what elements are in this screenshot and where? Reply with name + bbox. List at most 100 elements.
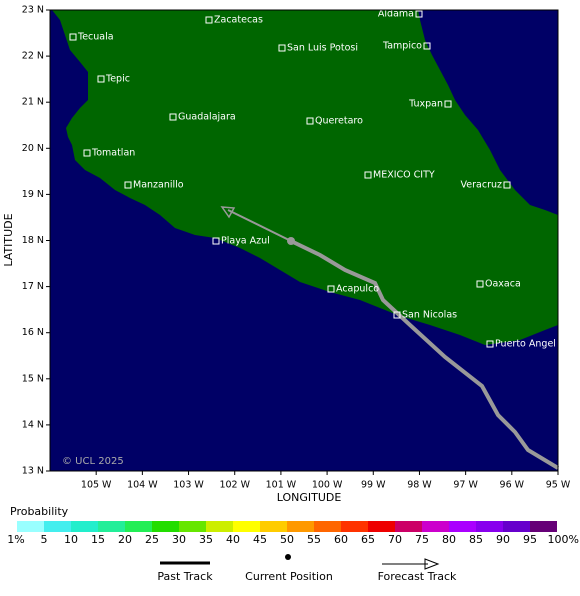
city-marker bbox=[393, 311, 401, 319]
color-label: 55 bbox=[307, 533, 321, 546]
color-bin bbox=[368, 521, 395, 532]
color-bin bbox=[98, 521, 125, 532]
city-label: Tepic bbox=[105, 74, 130, 85]
color-label: 5 bbox=[41, 533, 48, 546]
y-tick-label: 15 N bbox=[22, 373, 44, 384]
y-tick-label: 23 N bbox=[22, 5, 44, 16]
city-marker bbox=[306, 117, 314, 125]
city-label: Tomatlan bbox=[91, 148, 135, 159]
x-tick-label: 103 W bbox=[173, 480, 204, 491]
color-bin bbox=[125, 521, 152, 532]
city-marker bbox=[205, 16, 213, 24]
city-label: Aldama bbox=[378, 9, 414, 20]
city-label: Acapulco bbox=[336, 284, 379, 295]
city-marker bbox=[97, 75, 105, 83]
color-bin bbox=[206, 521, 233, 532]
color-bin bbox=[476, 521, 503, 532]
color-bin bbox=[233, 521, 260, 532]
color-label: 35 bbox=[199, 533, 213, 546]
x-tick-label: 102 W bbox=[219, 480, 250, 491]
color-label: 45 bbox=[253, 533, 267, 546]
city-label: Manzanillo bbox=[133, 180, 184, 191]
land bbox=[52, 10, 558, 345]
x-tick-label: 96 W bbox=[500, 480, 525, 491]
x-tick-label: 98 W bbox=[407, 480, 432, 491]
city-marker bbox=[278, 44, 286, 52]
city-label: Zacatecas bbox=[214, 15, 263, 26]
color-bin bbox=[530, 521, 557, 532]
color-label: 75 bbox=[415, 533, 429, 546]
color-bin bbox=[17, 521, 44, 532]
color-label: 10 bbox=[64, 533, 78, 546]
credit: © UCL 2025 bbox=[62, 456, 124, 467]
y-tick-label: 19 N bbox=[22, 189, 44, 200]
city-marker bbox=[364, 171, 372, 179]
city-label: Tuxpan bbox=[408, 99, 443, 110]
forecast-arrow bbox=[220, 206, 236, 219]
color-label: 20 bbox=[118, 533, 132, 546]
color-label: 70 bbox=[388, 533, 402, 546]
city-marker bbox=[423, 42, 431, 50]
color-bin bbox=[314, 521, 341, 532]
city-marker bbox=[83, 149, 91, 157]
legend-item: Past Track bbox=[157, 570, 213, 583]
color-bin bbox=[395, 521, 422, 532]
color-bin bbox=[422, 521, 449, 532]
y-tick-label: 18 N bbox=[22, 235, 44, 246]
cities: Aldama Zacatecas Tecuala San Luis Potosi Tam… bbox=[69, 9, 556, 350]
city-label: Tampico bbox=[382, 41, 422, 52]
color-label: 90 bbox=[496, 533, 510, 546]
city-label: Guadalajara bbox=[178, 112, 236, 123]
color-label: 30 bbox=[172, 533, 186, 546]
city-label: Tecuala bbox=[77, 32, 114, 43]
color-bin bbox=[152, 521, 179, 532]
color-label: 25 bbox=[145, 533, 159, 546]
city-label: Oaxaca bbox=[485, 279, 521, 290]
y-tick-label: 22 N bbox=[22, 51, 44, 62]
city-marker bbox=[69, 33, 77, 41]
color-label: 85 bbox=[469, 533, 483, 546]
city-marker bbox=[476, 280, 484, 288]
forecast-arrow-key bbox=[424, 558, 440, 570]
city-marker bbox=[486, 340, 494, 348]
color-bin bbox=[287, 521, 314, 532]
color-label: 40 bbox=[226, 533, 240, 546]
past-track bbox=[290, 239, 560, 470]
color-bin bbox=[71, 521, 98, 532]
color-label: 95 bbox=[523, 533, 537, 546]
city-label: San Luis Potosi bbox=[287, 43, 358, 54]
y-tick-label: 20 N bbox=[22, 143, 44, 154]
x-tick-label: 95 W bbox=[546, 480, 571, 491]
color-bin bbox=[503, 521, 530, 532]
color-label: 60 bbox=[334, 533, 348, 546]
city-label: MEXICO CITY bbox=[373, 170, 435, 181]
city-marker bbox=[327, 285, 335, 293]
legend-item: Current Position bbox=[245, 570, 333, 583]
current-position-key bbox=[285, 554, 291, 560]
color-label: 1% bbox=[7, 533, 24, 546]
x-tick-label: 99 W bbox=[361, 480, 386, 491]
color-bin bbox=[449, 521, 476, 532]
y-tick-label: 16 N bbox=[22, 327, 44, 338]
x-tick-label: 100 W bbox=[312, 480, 343, 491]
city-label: Playa Azul bbox=[221, 236, 270, 247]
legend-item: Forecast Track bbox=[378, 570, 457, 583]
city-marker bbox=[503, 181, 511, 189]
city-marker bbox=[124, 181, 132, 189]
city-label: Queretaro bbox=[315, 116, 363, 127]
city-marker bbox=[444, 100, 452, 108]
y-tick-label: 13 N bbox=[22, 466, 44, 477]
color-bin bbox=[260, 521, 287, 532]
city-marker bbox=[169, 113, 177, 121]
city-marker bbox=[415, 10, 423, 18]
color-label: 100% bbox=[548, 533, 579, 546]
y-axis-label: LATITUDE bbox=[2, 213, 15, 266]
city-label: Puerto Angel bbox=[495, 339, 556, 350]
x-tick-label: 104 W bbox=[127, 480, 158, 491]
forecast-track bbox=[227, 209, 292, 242]
x-tick-label: 105 W bbox=[81, 480, 112, 491]
y-tick-label: 17 N bbox=[22, 281, 44, 292]
x-tick-label: 101 W bbox=[266, 480, 297, 491]
color-bin bbox=[179, 521, 206, 532]
